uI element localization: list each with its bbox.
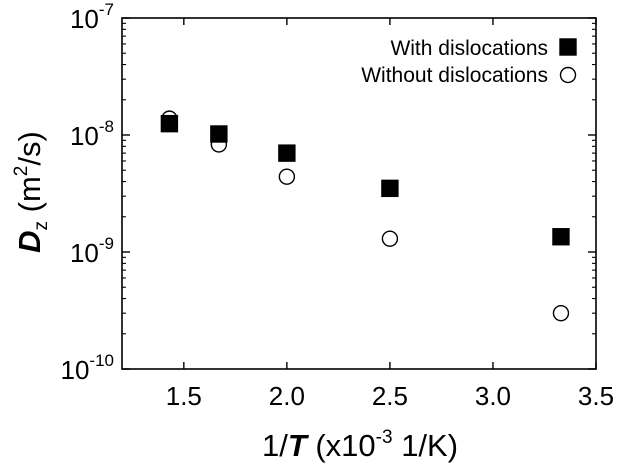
y-tick-label: 10-8 [70, 117, 114, 151]
marker-without-dislocations [278, 168, 296, 185]
x-axis-title: 1/T (x10-3 1/K) [262, 427, 458, 463]
y-tick-label: 10-7 [70, 0, 114, 34]
marker-with-dislocations [381, 179, 399, 198]
data-markers [160, 110, 570, 322]
x-tick-label: 2.5 [372, 381, 408, 411]
x-tick-label: 3.5 [578, 381, 614, 411]
marker-with-dislocations [278, 144, 296, 162]
legend-marker-with-dislocations [559, 38, 577, 56]
legend-label-without-dislocations: Without dislocations [361, 64, 548, 87]
x-tick-label: 1.5 [166, 381, 202, 411]
y-tick-label: 10-10 [61, 351, 115, 385]
x-tick-label: 2.0 [269, 381, 305, 411]
marker-without-dislocations [552, 304, 570, 322]
marker-with-dislocations [210, 125, 228, 143]
x-tick-label: 3.0 [475, 381, 511, 411]
legend: With dislocations Without dislocations [361, 37, 577, 87]
y-axis-title: Dz (m2/s) [11, 131, 52, 253]
marker-with-dislocations [160, 114, 179, 133]
marker-without-dislocations [381, 230, 399, 247]
legend-marker-without-dislocations [559, 66, 577, 84]
legend-label-with-dislocations: With dislocations [390, 37, 548, 60]
x-axis-ticks: 1.5 2.0 2.5 3.0 3.5 [166, 18, 614, 411]
marker-with-dislocations [552, 228, 570, 246]
y-tick-label: 10-9 [70, 234, 114, 268]
y-axis-ticks: 10-10 10-9 10-8 10-7 [61, 0, 596, 385]
plot-frame [121, 17, 597, 370]
